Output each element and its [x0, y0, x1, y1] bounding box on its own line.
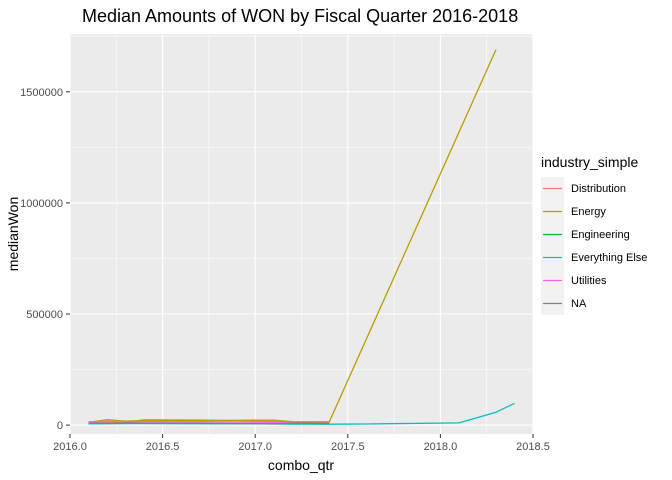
x-tick-label: 2018.0 [424, 441, 458, 453]
legend-label: Energy [571, 206, 606, 218]
x-tick-label: 2016.5 [146, 441, 180, 453]
x-axis-title: combo_qtr [268, 457, 334, 473]
x-axis: 2016.0 2016.5 2017.0 2017.5 2018.0 2018.5 [53, 434, 550, 453]
y-axis: 0 500000 1000000 1500000 [20, 87, 70, 432]
x-tick-label: 2017.0 [238, 441, 272, 453]
y-tick-label: 500000 [26, 309, 63, 321]
x-tick-label: 2018.5 [516, 441, 550, 453]
y-tick-label: 0 [57, 420, 63, 432]
legend-label: NA [571, 298, 587, 310]
y-tick-label: 1000000 [20, 198, 63, 210]
series-lines [88, 49, 515, 425]
y-axis-title: medianWon [5, 197, 21, 271]
chart-title: Median Amounts of WON by Fiscal Quarter … [82, 6, 518, 26]
gridlines [69, 34, 534, 434]
series-line-5 [88, 422, 330, 425]
legend-title: industry_simple [541, 154, 638, 170]
legend-label: Everything Else [571, 252, 647, 264]
legend-label: Engineering [571, 229, 630, 241]
legend: industry_simple Distribution Energy Engine… [541, 154, 647, 315]
series-line-1 [88, 49, 497, 424]
legend-label: Utilities [571, 275, 607, 287]
x-tick-label: 2017.5 [331, 441, 365, 453]
x-tick-label: 2016.0 [53, 441, 87, 453]
y-tick-label: 1500000 [20, 87, 63, 99]
legend-label: Distribution [571, 183, 626, 195]
